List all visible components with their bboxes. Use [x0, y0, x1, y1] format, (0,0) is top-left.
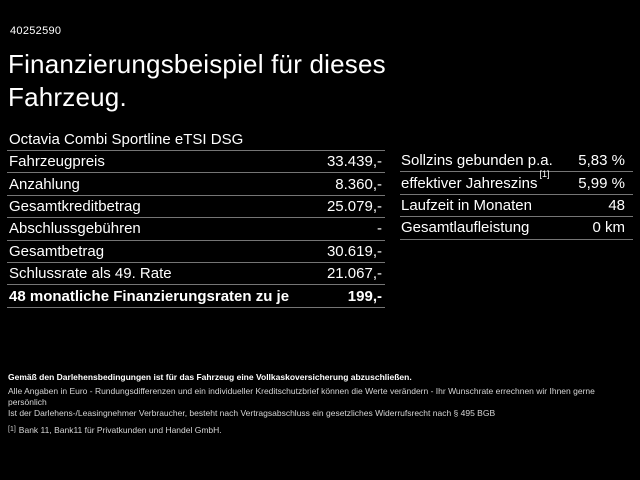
row-label: Fahrzeugpreis: [9, 153, 105, 171]
row-label: effektiver Jahreszins[1]: [401, 168, 550, 192]
row-label: Gesamtkreditbetrag: [9, 197, 141, 215]
table-row-laufzeit: Laufzeit in Monaten 48: [400, 195, 633, 218]
vehicle-model-subtitle: Octavia Combi Sportline eTSI DSG: [7, 131, 385, 151]
row-label: Gesamtlaufleistung: [401, 219, 530, 237]
page-title-line1: Finanzierungsbeispiel für dieses: [8, 49, 386, 79]
row-label: 48 monatliche Finanzierungsraten zu je: [9, 287, 290, 305]
withdrawal-note: Ist der Darlehens-/Leasingnehmer Verbrau…: [8, 408, 496, 418]
page-title-line2: Fahrzeug.: [8, 82, 127, 112]
row-label: Abschlussgebühren: [9, 220, 141, 238]
row-value: 21.067,-: [326, 265, 382, 283]
table-row-abschlussgebuehren: Abschlussgebühren -: [7, 218, 385, 241]
row-value: 33.439,-: [326, 153, 382, 171]
row-value: 48: [608, 196, 625, 214]
table-row-effektivzins: effektiver Jahreszins[1] 5,99 %: [400, 168, 633, 195]
legal-footer: Gemäß den Darlehensbedingungen ist für d…: [8, 372, 634, 437]
row-label: Laufzeit in Monaten: [401, 196, 532, 214]
row-value: 5,99 %: [578, 174, 625, 192]
bank-footnote: [1] Bank 11, Bank11 für Privatkunden und …: [8, 425, 634, 437]
finance-details-table: Octavia Combi Sportline eTSI DSG Fahrzeu…: [7, 131, 385, 308]
table-row-fahrzeugpreis: Fahrzeugpreis 33.439,-: [7, 151, 385, 174]
row-label: Anzahlung: [9, 175, 80, 193]
table-row-gesamtbetrag: Gesamtbetrag 30.619,-: [7, 241, 385, 263]
vehicle-id: 40252590: [10, 25, 62, 37]
interest-details-table: Sollzins gebunden p.a. 5,83 % effektiver…: [400, 150, 633, 240]
row-label: Sollzins gebunden p.a.: [401, 152, 553, 170]
row-label: Gesamtbetrag: [9, 242, 105, 260]
row-value: -: [377, 220, 382, 238]
row-value: 5,83 %: [578, 152, 625, 170]
table-row-gesamtkreditbetrag: Gesamtkreditbetrag 25.079,-: [7, 196, 385, 219]
row-label: Schlussrate als 49. Rate: [9, 265, 172, 283]
row-value: 25.079,-: [326, 197, 382, 215]
footnote-1-marker: [1]: [539, 168, 550, 179]
bank-footnote-text: Bank 11, Bank11 für Privatkunden und Han…: [18, 425, 222, 435]
disclaimer-line: Alle Angaben in Euro - Rundungsdifferenz…: [8, 386, 595, 407]
table-row-sollzins: Sollzins gebunden p.a. 5,83 %: [400, 150, 633, 173]
row-value: 0 km: [592, 219, 625, 237]
row-value: 199,-: [347, 287, 382, 305]
table-row-schlussrate: Schlussrate als 49. Rate 21.067,-: [7, 263, 385, 286]
page-title: Finanzierungsbeispiel für dieses Fahrzeu…: [8, 48, 386, 114]
insurance-note: Gemäß den Darlehensbedingungen ist für d…: [8, 372, 412, 382]
row-value: 8.360,-: [335, 175, 382, 193]
table-row-monatsrate: 48 monatliche Finanzierungsraten zu je 1…: [7, 285, 385, 308]
table-row-gesamtlaufleistung: Gesamtlaufleistung 0 km: [400, 217, 633, 240]
row-value: 30.619,-: [326, 242, 382, 260]
bank-footnote-marker: [1]: [8, 426, 16, 433]
table-row-anzahlung: Anzahlung 8.360,-: [7, 173, 385, 196]
